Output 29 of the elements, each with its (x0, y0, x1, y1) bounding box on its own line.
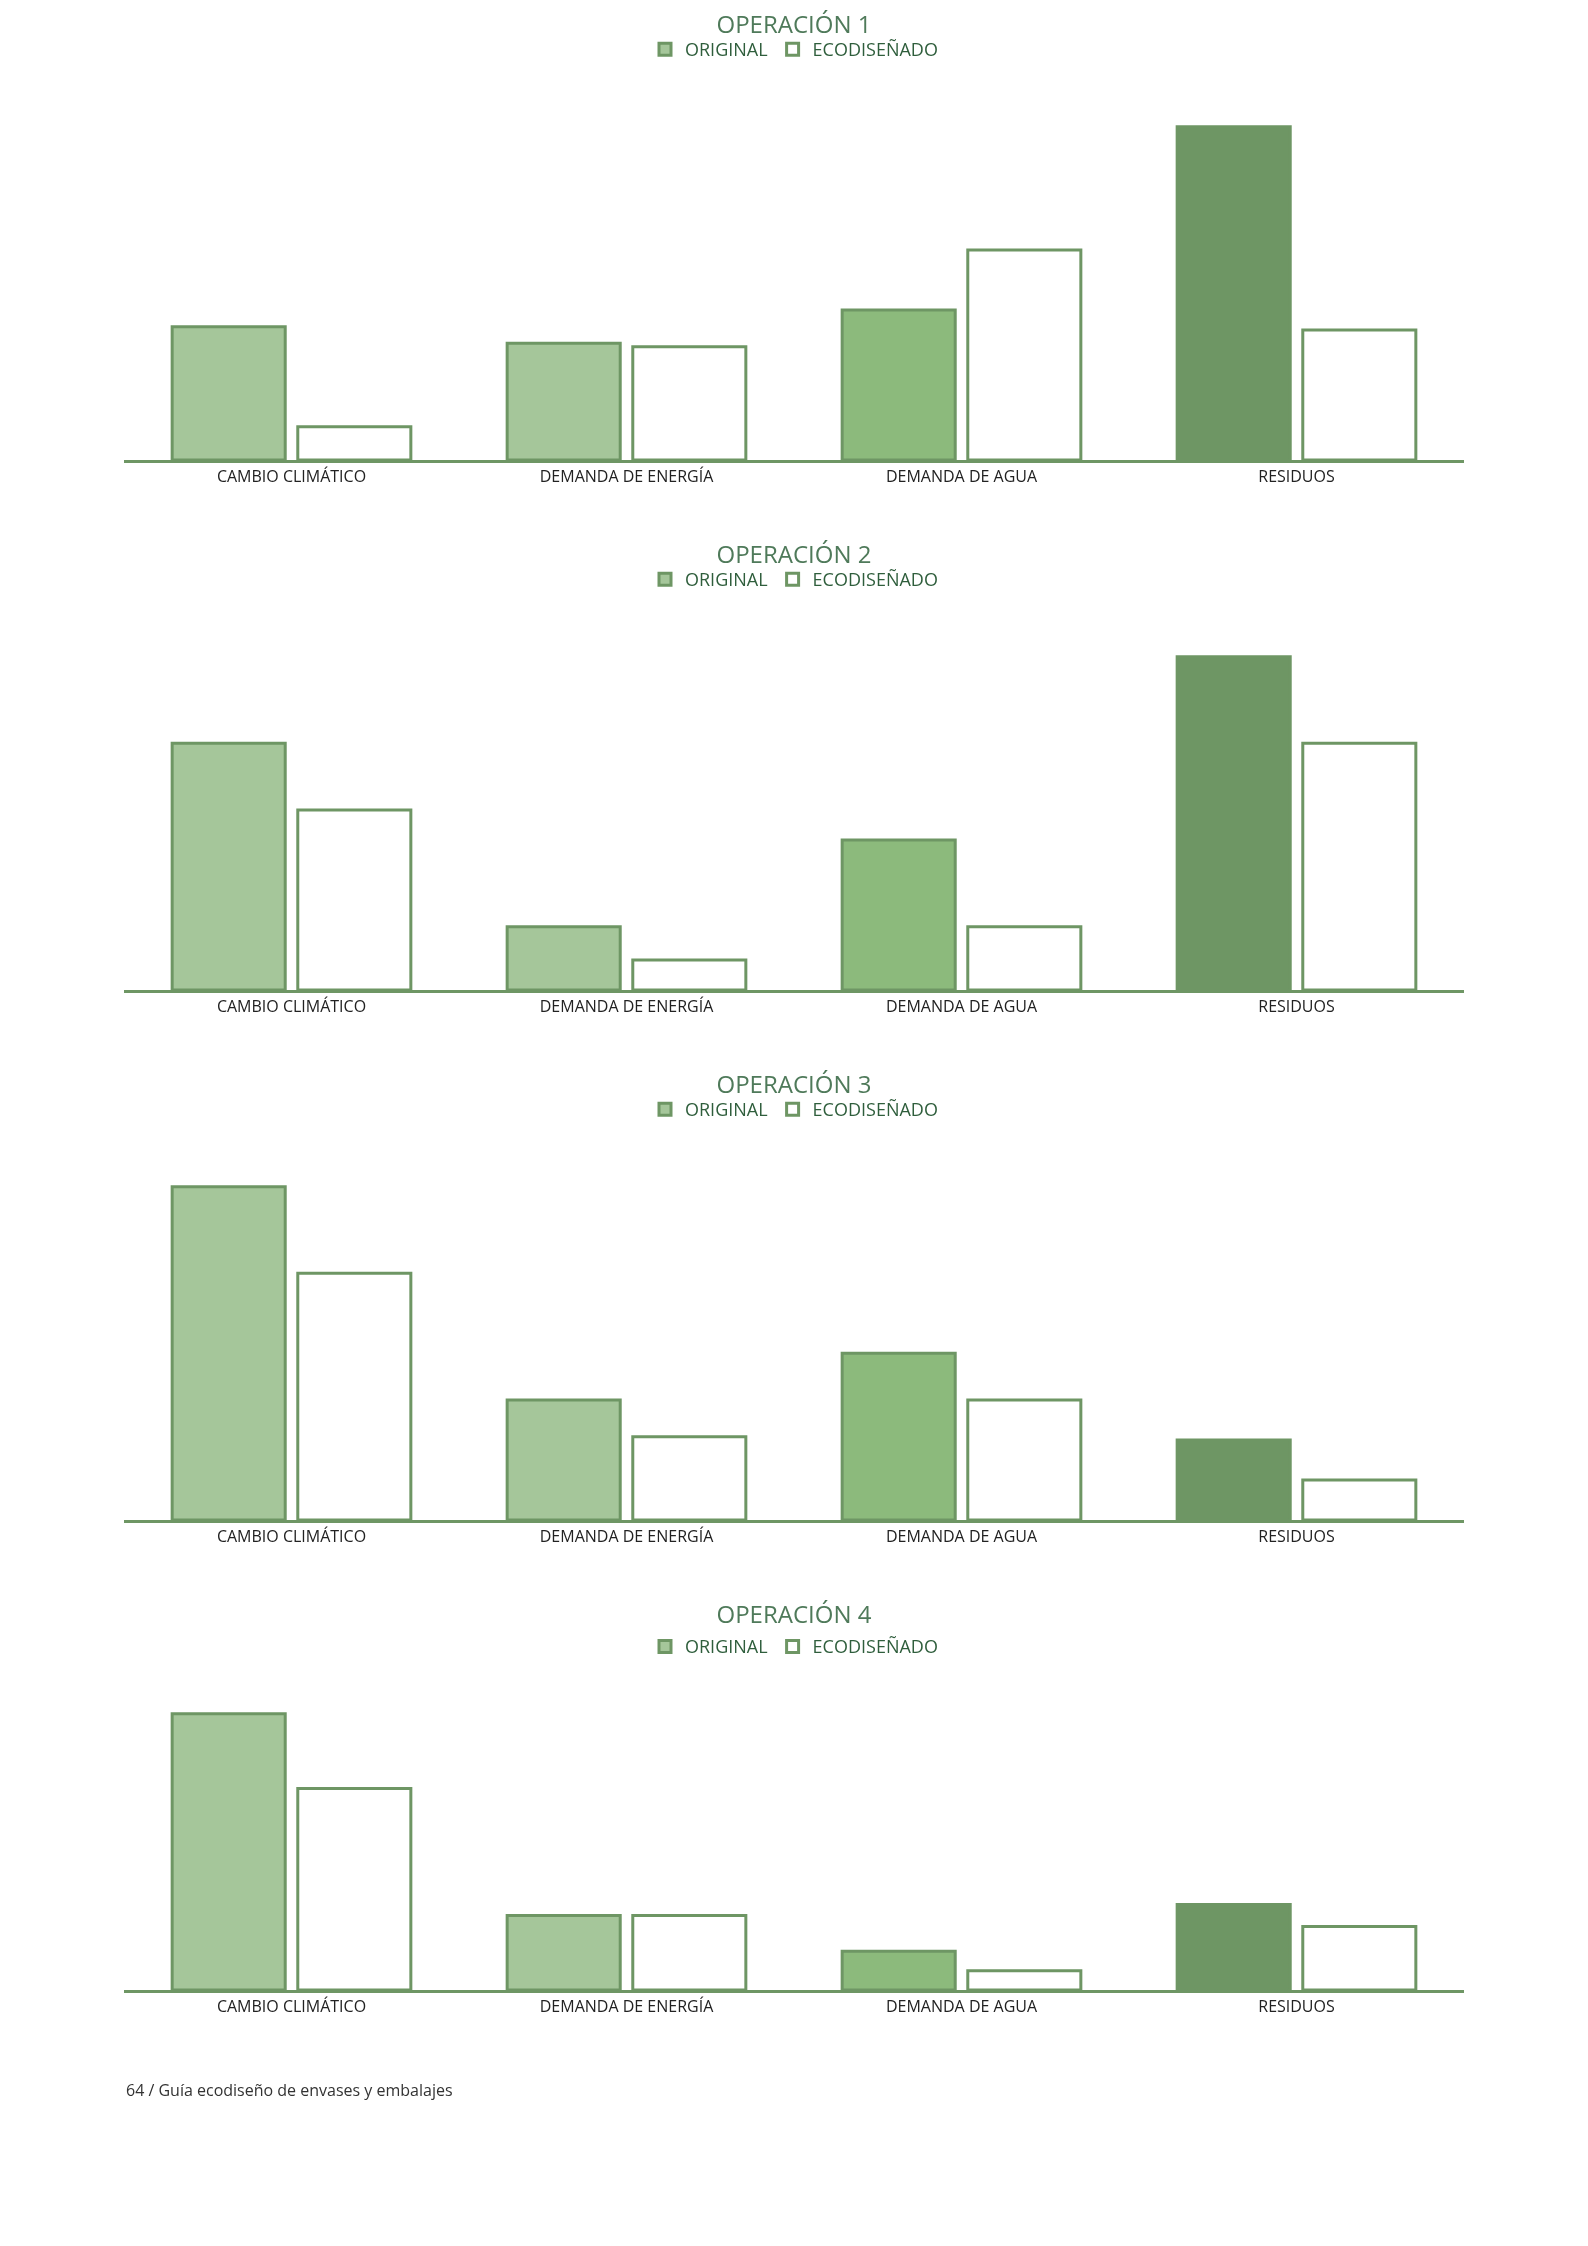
legend-label: ECODISEÑADO (812, 1634, 938, 1659)
x-tick-label: DEMANDA DE ENERGÍA (539, 1525, 715, 1548)
x-tick-label: DEMANDA DE ENERGÍA (539, 995, 715, 1018)
legend-label: ECODISEÑADO (812, 37, 938, 62)
x-tick-label: CAMBIO CLIMÁTICO (216, 1995, 367, 2018)
x-tick-label: DEMANDA DE AGUA (885, 995, 1038, 1018)
x-tick-label: CAMBIO CLIMÁTICO (216, 465, 367, 488)
chart-title: OPERACIÓN 2 (716, 536, 872, 570)
legend-label: ORIGINAL (685, 1097, 768, 1122)
legend-label: ORIGINAL (685, 567, 768, 592)
x-tick-label: DEMANDA DE AGUA (885, 1995, 1038, 2018)
x-tick-label: DEMANDA DE AGUA (885, 465, 1038, 488)
x-tick-label: RESIDUOS (1258, 1995, 1335, 2018)
x-tick-label: RESIDUOS (1258, 995, 1335, 1018)
chart-title: OPERACIÓN 4 (716, 1596, 872, 1630)
x-tick-label: DEMANDA DE AGUA (885, 1525, 1038, 1548)
x-tick-label: DEMANDA DE ENERGÍA (539, 1995, 715, 2018)
legend-label: ORIGINAL (685, 1634, 768, 1659)
x-tick-label: RESIDUOS (1258, 465, 1335, 488)
x-tick-label: CAMBIO CLIMÁTICO (216, 1525, 367, 1548)
text: 64 / Guía ecodiseño de envases y embalajes (126, 2079, 453, 2101)
legend-label: ORIGINAL (685, 37, 768, 62)
chart-title: OPERACIÓN 1 (716, 6, 872, 40)
chart-title: OPERACIÓN 3 (716, 1066, 872, 1100)
legend-label: ECODISEÑADO (812, 567, 938, 592)
x-tick-label: RESIDUOS (1258, 1525, 1335, 1548)
x-tick-label: CAMBIO CLIMÁTICO (216, 995, 367, 1018)
x-tick-label: DEMANDA DE ENERGÍA (539, 465, 715, 488)
legend-label: ECODISEÑADO (812, 1097, 938, 1122)
